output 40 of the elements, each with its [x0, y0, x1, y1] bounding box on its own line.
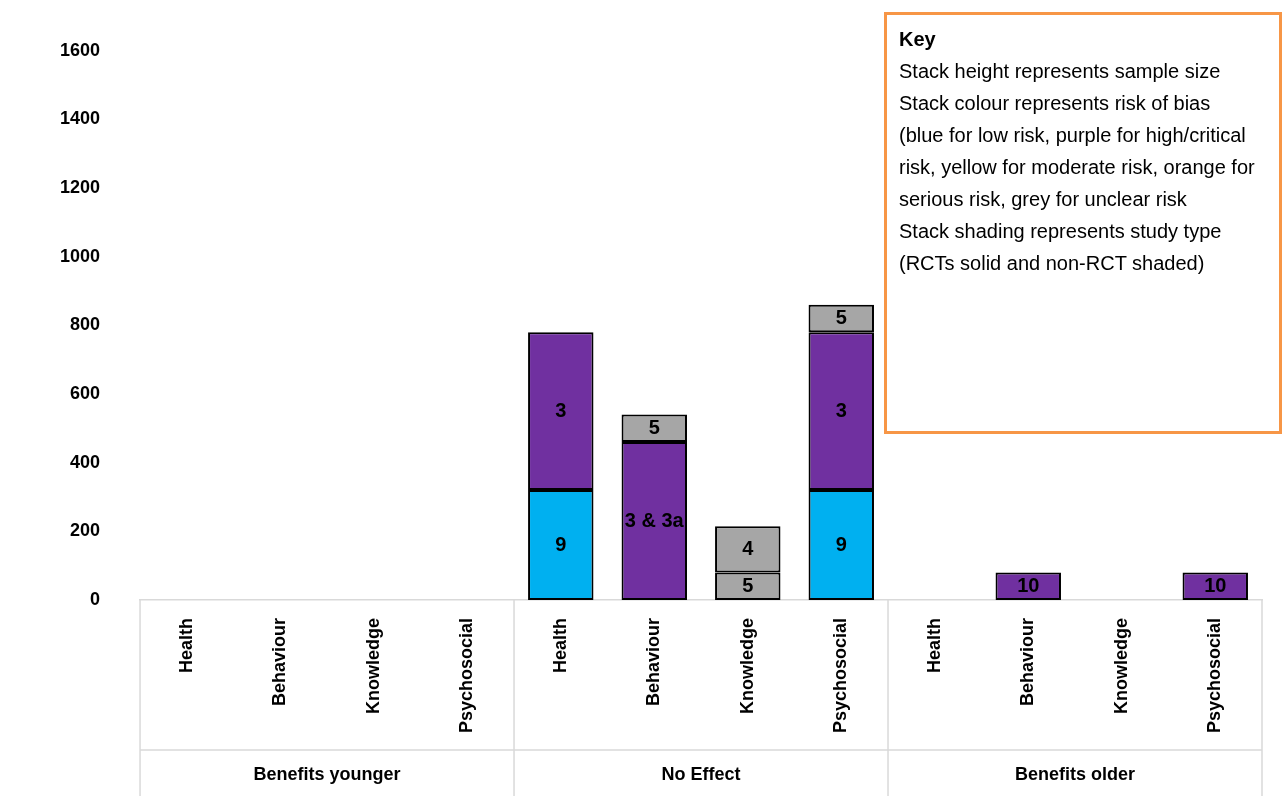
- text: 5: [742, 573, 754, 596]
- y-tick-label: 1200: [60, 177, 101, 198]
- text: No Effect: [661, 764, 741, 784]
- annotation: (blue for low risk, purple for high/critical risk, yellow for moderate risk, orange for serious risk, grey for unclear risk: [899, 123, 1256, 212]
- x-tick-label: Knowledge: [736, 617, 757, 714]
- series-label: 10: [1017, 573, 1040, 596]
- y-tick-label: 800: [70, 314, 101, 335]
- x-tick-label: Psychosocial: [1204, 617, 1225, 733]
- series-label: 3: [555, 398, 567, 421]
- x-tick-label: Health: [175, 617, 196, 673]
- x-tick-label: Knowledge: [1110, 617, 1131, 714]
- series-label: 5: [648, 415, 660, 438]
- annotation: Stack height represents sample size: [899, 59, 1222, 84]
- annotation: Stack shading represents study type (RCTs solid and non-RCT shaded): [899, 219, 1223, 276]
- x-tick-label: Behaviour: [1017, 617, 1038, 706]
- y-tick-label: 1400: [60, 108, 101, 129]
- y-tick-label: 0: [90, 588, 101, 609]
- x-tick-label: Psychosocial: [830, 617, 851, 733]
- annotation: Stack colour represents risk of bias: [899, 91, 1212, 116]
- x-tick-label: Health: [923, 617, 944, 673]
- x-tick-label: Behaviour: [643, 617, 664, 706]
- x-tick-label: Psychosocial: [456, 617, 477, 733]
- y-tick-label: 400: [70, 451, 101, 472]
- series-label: 4: [742, 536, 755, 559]
- x-tick-label: Knowledge: [362, 617, 383, 714]
- annotation: Key: [899, 27, 937, 52]
- y-tick-label: 1000: [60, 245, 101, 266]
- x-tick-label: Behaviour: [269, 617, 290, 706]
- y-tick-label: 600: [70, 382, 101, 403]
- text: 9: [835, 532, 847, 555]
- x-tick-label: Health: [549, 617, 570, 673]
- series-label: 3 & 3a: [624, 508, 685, 531]
- series-label: 9: [555, 532, 567, 555]
- text: Benefits younger: [253, 764, 401, 784]
- y-tick-label: 200: [70, 520, 101, 541]
- text: 10: [1204, 573, 1227, 596]
- text: 3: [835, 398, 847, 421]
- text: 5: [835, 306, 847, 329]
- text: Benefits older: [1014, 764, 1136, 784]
- y-tick-label: 1600: [60, 39, 101, 60]
